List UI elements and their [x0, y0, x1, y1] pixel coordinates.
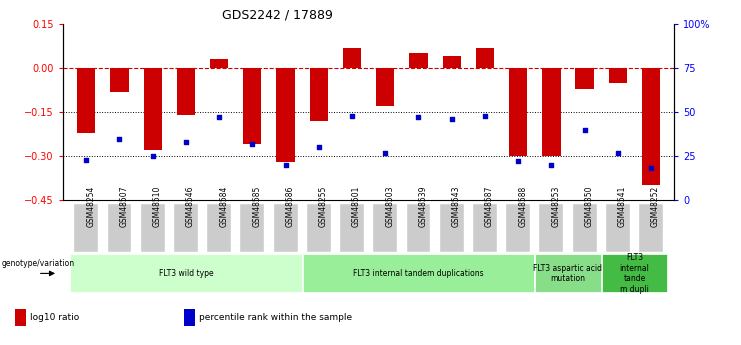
- Point: [446, 116, 458, 122]
- Text: GSM48255: GSM48255: [319, 185, 328, 227]
- Bar: [343, 48, 361, 68]
- Text: GSM48546: GSM48546: [186, 185, 195, 227]
- Bar: [376, 68, 394, 106]
- Bar: [608, 68, 627, 83]
- Bar: [506, 204, 530, 252]
- Bar: [310, 68, 328, 121]
- Point: [413, 115, 425, 120]
- Point: [645, 166, 657, 171]
- Bar: [107, 204, 131, 252]
- Bar: [243, 68, 262, 145]
- Text: genotype/variation: genotype/variation: [1, 259, 74, 268]
- Point: [479, 113, 491, 118]
- Text: GSM48539: GSM48539: [419, 185, 428, 227]
- Bar: [442, 57, 461, 68]
- Bar: [373, 204, 397, 252]
- Point: [80, 157, 92, 162]
- Bar: [606, 204, 630, 252]
- Bar: [273, 204, 298, 252]
- Point: [147, 154, 159, 159]
- Bar: [509, 68, 528, 156]
- Bar: [536, 254, 600, 293]
- Bar: [110, 68, 129, 92]
- Text: GSM48585: GSM48585: [253, 185, 262, 227]
- Bar: [15, 309, 26, 326]
- Point: [379, 150, 391, 155]
- Text: log10 ratio: log10 ratio: [30, 313, 79, 322]
- Bar: [177, 68, 195, 115]
- Point: [313, 145, 325, 150]
- Bar: [542, 68, 560, 156]
- Text: FLT3
internal
tande
m dupli: FLT3 internal tande m dupli: [619, 253, 649, 294]
- Text: GSM48253: GSM48253: [551, 185, 560, 227]
- Text: GSM48510: GSM48510: [153, 185, 162, 227]
- Bar: [409, 53, 428, 68]
- Text: GSM48252: GSM48252: [651, 185, 660, 227]
- Point: [113, 136, 125, 141]
- Text: GSM48584: GSM48584: [219, 185, 228, 227]
- Bar: [340, 204, 364, 252]
- Bar: [639, 204, 663, 252]
- Bar: [539, 204, 563, 252]
- Text: GSM48586: GSM48586: [285, 185, 295, 227]
- Point: [612, 150, 624, 155]
- Bar: [276, 68, 295, 162]
- Bar: [576, 68, 594, 89]
- Point: [545, 162, 557, 168]
- Bar: [240, 204, 265, 252]
- Text: GSM48587: GSM48587: [485, 185, 494, 227]
- Bar: [184, 309, 195, 326]
- Bar: [141, 204, 165, 252]
- Bar: [74, 204, 99, 252]
- Text: GSM48507: GSM48507: [119, 185, 128, 227]
- Point: [346, 113, 358, 118]
- Text: FLT3 internal tandem duplications: FLT3 internal tandem duplications: [353, 269, 484, 278]
- Text: GSM48254: GSM48254: [86, 185, 96, 227]
- Text: GSM48541: GSM48541: [618, 185, 627, 227]
- Point: [247, 141, 259, 147]
- Point: [279, 162, 291, 168]
- Bar: [174, 204, 198, 252]
- Bar: [207, 204, 231, 252]
- Bar: [70, 254, 302, 293]
- Point: [512, 159, 524, 164]
- Text: GSM48501: GSM48501: [352, 185, 361, 227]
- Text: FLT3 aspartic acid
mutation: FLT3 aspartic acid mutation: [534, 264, 602, 283]
- Bar: [407, 204, 431, 252]
- Title: GDS2242 / 17889: GDS2242 / 17889: [222, 9, 333, 22]
- Text: GSM48588: GSM48588: [518, 185, 527, 227]
- Text: GSM48503: GSM48503: [385, 185, 394, 227]
- Point: [213, 115, 225, 120]
- Point: [180, 139, 192, 145]
- Bar: [476, 48, 494, 68]
- Bar: [573, 204, 597, 252]
- Bar: [303, 254, 534, 293]
- Bar: [439, 204, 464, 252]
- Bar: [77, 68, 96, 133]
- Bar: [473, 204, 497, 252]
- Text: GSM48350: GSM48350: [585, 185, 594, 227]
- Bar: [144, 68, 162, 150]
- Text: GSM48543: GSM48543: [452, 185, 461, 227]
- Bar: [307, 204, 330, 252]
- Bar: [210, 59, 228, 68]
- Text: percentile rank within the sample: percentile rank within the sample: [199, 313, 353, 322]
- Bar: [602, 254, 667, 293]
- Point: [579, 127, 591, 132]
- Bar: [642, 68, 660, 186]
- Text: FLT3 wild type: FLT3 wild type: [159, 269, 213, 278]
